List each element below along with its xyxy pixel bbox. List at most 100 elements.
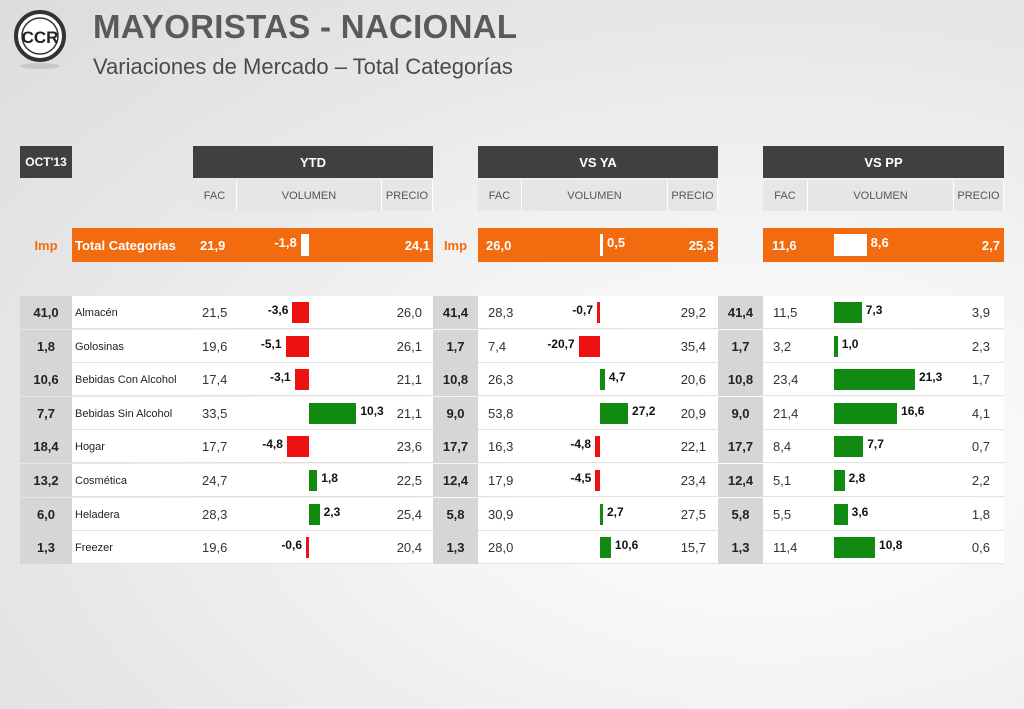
- row-vsya-precio: 15,7: [680, 540, 706, 555]
- row-imp-vspp: 5,8: [718, 498, 763, 531]
- row-imp-vsya: 1,7: [433, 330, 478, 363]
- row-name: Heladera: [75, 508, 120, 521]
- total-vspp-precio: 2,7: [981, 237, 1000, 253]
- row-vspp-fac: 23,4: [773, 372, 799, 387]
- row-vsya-volume-label: -4,8: [570, 437, 592, 451]
- row-vsya-volume-bar: [600, 403, 629, 424]
- row-vsya-fac: 28,0: [488, 540, 514, 555]
- row-imp-vspp: 41,4: [718, 296, 763, 329]
- row-vspp-fac: 21,4: [773, 406, 799, 421]
- row-vspp-volume-bar: [834, 470, 845, 491]
- table-row-vspp-bg: [763, 531, 1004, 564]
- row-vsya-precio: 23,4: [680, 473, 706, 488]
- total-ytd-precio: 24,1: [404, 237, 430, 253]
- page-subtitle: Variaciones de Mercado – Total Categoría…: [93, 54, 513, 79]
- row-imp-vsya: 41,4: [433, 296, 478, 329]
- row-ytd-precio: 25,4: [396, 507, 422, 522]
- row-imp-vsya: 17,7: [433, 430, 478, 463]
- row-vsya-fac: 7,4: [488, 339, 507, 354]
- row-imp-ytd: 13,2: [20, 464, 72, 497]
- row-name: Golosinas: [75, 340, 124, 353]
- row-ytd-volume-label: -5,1: [260, 337, 282, 351]
- row-vspp-fac: 8,4: [773, 439, 792, 454]
- row-vsya-volume-label: 4,7: [608, 370, 626, 384]
- row-ytd-fac: 33,5: [202, 406, 228, 421]
- row-vsya-volume-bar: [600, 504, 603, 525]
- table-row-vsya-bg: [478, 363, 718, 396]
- row-ytd-volume-label: -3,1: [270, 370, 291, 384]
- row-ytd-volume-label: -0,6: [281, 538, 302, 552]
- row-vspp-fac: 11,5: [773, 305, 798, 320]
- row-vspp-volume-bar: [834, 302, 862, 323]
- logo-text: CCR: [22, 28, 59, 47]
- section-header-ytd: YTD: [193, 146, 433, 178]
- row-ytd-volume-label: -4,8: [262, 437, 283, 451]
- table-row-ytd-bg: [72, 498, 433, 531]
- row-vsya-volume-bar: [600, 537, 611, 558]
- table-row-vspp-bg: [763, 430, 1004, 463]
- row-imp-ytd: 1,3: [20, 531, 72, 564]
- row-vsya-precio: 20,9: [680, 406, 706, 421]
- row-imp-vspp: 10,8: [718, 363, 763, 396]
- row-ytd-volume-bar: [309, 470, 318, 491]
- row-imp-vsya: 9,0: [433, 397, 478, 430]
- total-imp-label: Imp: [34, 237, 58, 253]
- row-vspp-precio: 1,7: [971, 372, 990, 387]
- total-vsya-precio: 25,3: [688, 237, 714, 253]
- row-vspp-volume-label: 2,8: [848, 471, 866, 485]
- row-vsya-fac: 16,3: [488, 439, 514, 454]
- row-imp-vsya: 12,4: [433, 464, 478, 497]
- row-imp-vsya: 1,3: [433, 531, 478, 564]
- total-vspp-volume-bar: [834, 234, 867, 256]
- row-vsya-volume-bar: [600, 369, 605, 390]
- row-vspp-volume-bar: [834, 504, 848, 525]
- row-imp-vspp: 1,3: [718, 531, 763, 564]
- row-vspp-precio: 2,2: [971, 473, 990, 488]
- row-vspp-volume-label: 10,8: [879, 538, 903, 552]
- table-row-vsya-bg: [478, 531, 718, 564]
- row-vsya-volume-label: -4,5: [570, 471, 592, 485]
- row-ytd-volume-label: 10,3: [360, 404, 384, 418]
- total-row-vspp-bg: [763, 228, 1004, 262]
- row-vsya-volume-bar: [595, 436, 600, 457]
- row-vsya-volume-label: 10,6: [614, 538, 639, 552]
- total-row-ytd-bg: [72, 228, 433, 262]
- row-imp-vspp: 12,4: [718, 464, 763, 497]
- row-vspp-volume-bar: [834, 403, 898, 424]
- row-ytd-fac: 19,6: [202, 339, 228, 354]
- table-row-ytd-bg: [72, 363, 433, 396]
- row-name: Cosmética: [75, 474, 127, 487]
- row-vsya-precio: 20,6: [680, 372, 706, 387]
- table-row-ytd-bg: [72, 464, 433, 497]
- row-name: Bebidas Con Alcohol: [75, 373, 177, 386]
- table-row-vspp-bg: [763, 330, 1004, 363]
- row-vspp-fac: 11,4: [773, 540, 798, 555]
- row-imp-ytd: 18,4: [20, 430, 72, 463]
- row-ytd-fac: 28,3: [202, 507, 228, 522]
- row-vspp-volume-label: 7,7: [867, 437, 884, 451]
- table-row-ytd-bg: [72, 330, 433, 363]
- row-vsya-fac: 26,3: [488, 372, 514, 387]
- row-vspp-volume-label: 7,3: [865, 303, 883, 317]
- total-vspp-fac: 11,6: [772, 237, 797, 253]
- row-ytd-volume-label: -3,6: [267, 303, 289, 317]
- row-vspp-fac: 5,5: [773, 507, 792, 522]
- row-vsya-fac: 53,8: [488, 406, 514, 421]
- row-vsya-precio: 22,1: [680, 439, 706, 454]
- total-vsya-volume-label: 0,5: [607, 235, 626, 250]
- subheader-volumen: VOLUMEN: [237, 180, 382, 211]
- row-name: Freezer: [75, 541, 113, 554]
- row-vsya-volume-bar: [578, 336, 600, 357]
- row-vspp-fac: 3,2: [773, 339, 792, 354]
- row-imp-ytd: 41,0: [20, 296, 72, 329]
- row-imp-ytd: 1,8: [20, 330, 72, 363]
- subheader-fac: FAC: [763, 180, 808, 211]
- row-ytd-fac: 17,7: [202, 439, 228, 454]
- row-vsya-fac: 17,9: [488, 473, 514, 488]
- total-ytd-fac: 21,9: [200, 237, 226, 253]
- row-vspp-volume-bar: [834, 369, 915, 390]
- total-vspp-volume-label: 8,6: [870, 235, 889, 250]
- row-name: Almacén: [75, 306, 118, 319]
- row-ytd-precio: 26,0: [396, 305, 422, 320]
- subheader-volumen: VOLUMEN: [522, 180, 668, 211]
